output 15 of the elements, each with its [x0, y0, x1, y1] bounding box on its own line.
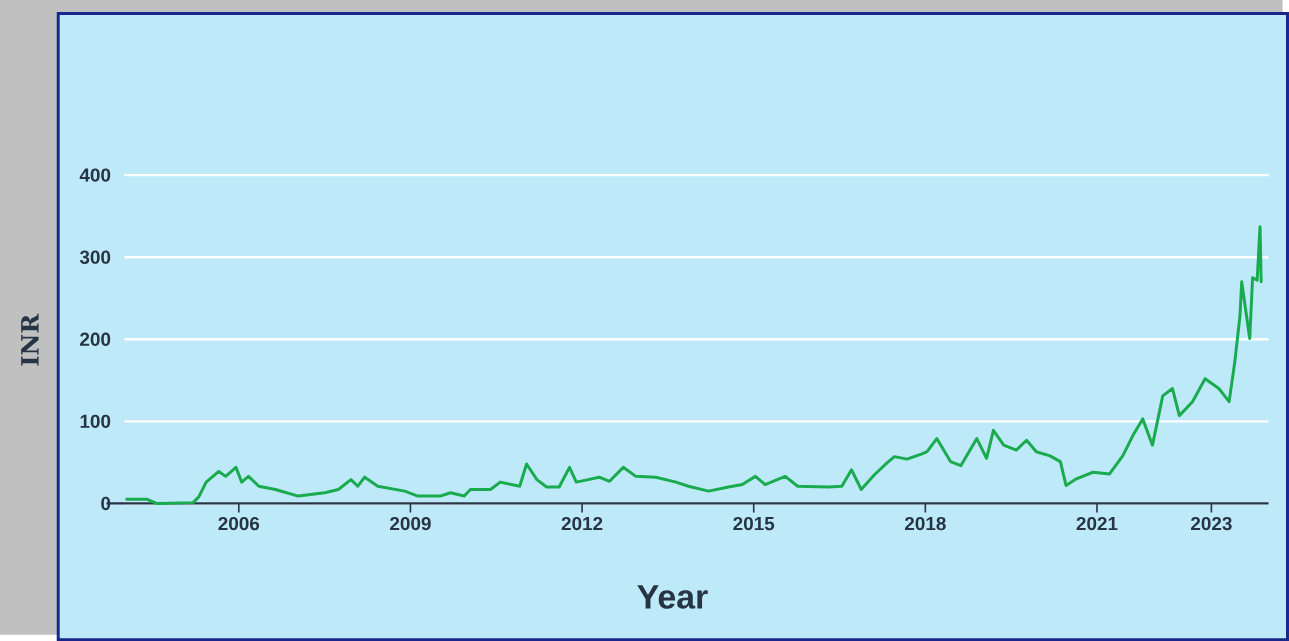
y-tick-label: 400 [79, 168, 111, 182]
y-tick-label: 0 [101, 496, 111, 511]
y-tick-label: 100 [80, 414, 111, 428]
x-tick-label: 2012 [561, 516, 603, 531]
x-tick-label: 2018 [904, 516, 946, 531]
x-tick-label: 2023 [1191, 516, 1232, 531]
x-axis-title: Year [637, 585, 708, 609]
y-axis-title: INR [21, 313, 39, 366]
y-tick-label: 300 [79, 250, 111, 264]
line-series [125, 225, 1263, 505]
x-tick-label: 2015 [733, 516, 775, 531]
x-tick-label: 2009 [390, 516, 431, 531]
y-tick-label: 200 [80, 332, 111, 346]
x-tick-label: 2006 [218, 516, 260, 531]
x-tick-label: 2021 [1076, 516, 1118, 531]
